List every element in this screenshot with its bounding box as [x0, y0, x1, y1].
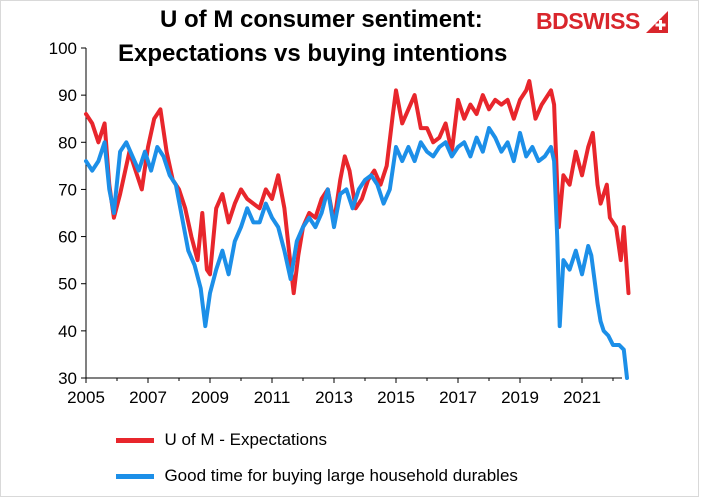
legend-swatch-durables	[116, 473, 154, 479]
legend-swatch-expectations	[116, 437, 154, 443]
x-tick-label: 2013	[315, 388, 353, 407]
x-tick-label: 2007	[129, 388, 167, 407]
axes	[85, 48, 622, 379]
legend-item-durables: Good time for buying large household dur…	[116, 466, 518, 486]
x-tick-label: 2019	[501, 388, 539, 407]
y-tick-label: 80	[58, 133, 77, 152]
chart-title: U of M consumer sentiment:	[160, 6, 483, 33]
series-lines	[84, 79, 631, 380]
series-line-durables	[84, 126, 629, 380]
chart-subtitle: Expectations vs buying intentions	[118, 40, 508, 67]
x-tick-label: 2017	[439, 388, 477, 407]
legend-item-expectations: U of M - Expectations	[116, 430, 327, 450]
x-tick-label: 2015	[377, 388, 415, 407]
y-tick-label: 70	[58, 180, 77, 199]
y-tick-label: 30	[58, 369, 77, 388]
y-axis: 30 40 50 60 70 80 90 100	[49, 39, 86, 388]
y-tick-label: 90	[58, 86, 77, 105]
swiss-cross-icon	[646, 10, 669, 33]
y-tick-label: 100	[49, 39, 77, 58]
brand-logo: BDSWISS	[536, 8, 669, 36]
legend-label-durables: Good time for buying large household dur…	[164, 466, 518, 485]
x-axis: 2005 2007 2009 2011 2013 2015 2017 2019 2021	[67, 378, 614, 407]
y-tick-label: 40	[58, 322, 77, 341]
y-tick-label: 50	[58, 275, 77, 294]
x-tick-label: 2005	[67, 388, 105, 407]
x-tick-label: 2021	[563, 388, 601, 407]
y-tick-label: 60	[58, 228, 77, 247]
legend-label-expectations: U of M - Expectations	[164, 430, 327, 449]
x-tick-label: 2009	[191, 388, 229, 407]
series-line-expectations	[84, 79, 631, 296]
logo-text: BDSWISS	[536, 8, 640, 34]
x-tick-label: 2011	[254, 388, 291, 407]
